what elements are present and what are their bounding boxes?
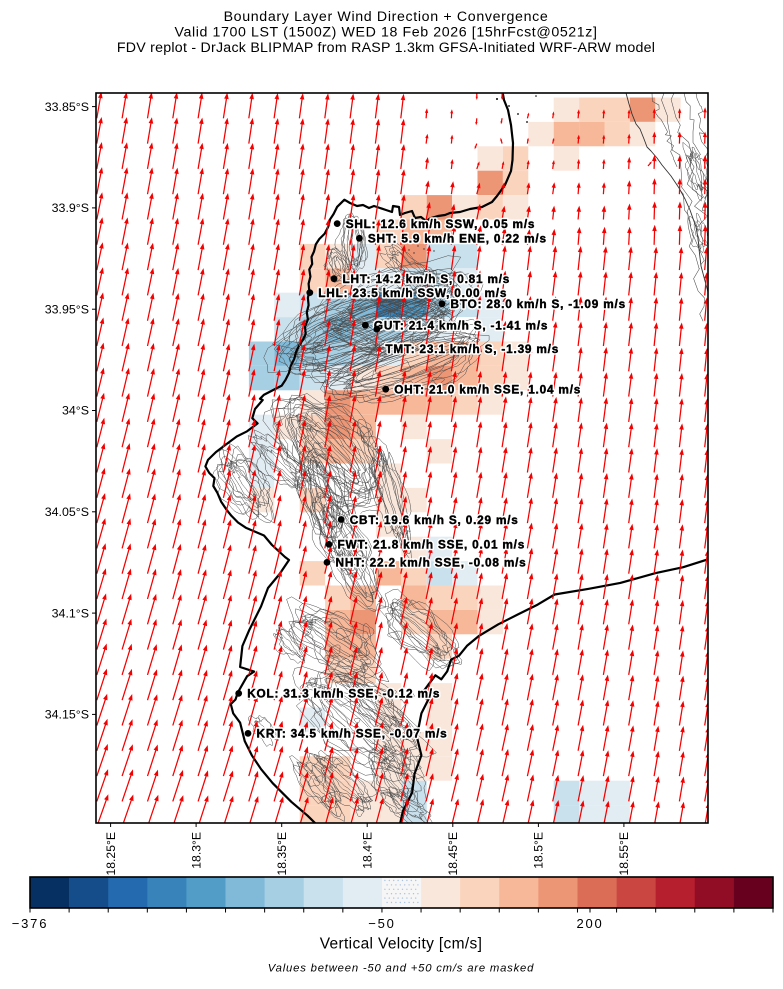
svg-text:18.55°E: 18.55°E (617, 832, 631, 876)
svg-text:KRT: 34.5 km/h SSE, -0.07 m/s: KRT: 34.5 km/h SSE, -0.07 m/s (257, 727, 448, 741)
svg-text:34.15°S: 34.15°S (45, 708, 89, 722)
svg-text:OHT: 21.0 km/h SSE, 1.04 m/s: OHT: 21.0 km/h SSE, 1.04 m/s (394, 383, 581, 397)
svg-text:NHT: 22.2 km/h SSE, -0.08 m/s: NHT: 22.2 km/h SSE, -0.08 m/s (336, 556, 527, 570)
svg-text:CBT: 19.6 km/h S, 0.29 m/s: CBT: 19.6 km/h S, 0.29 m/s (350, 513, 519, 527)
svg-text:NHT: 22.2 km/h SSE, -0.08 m/s: NHT: 22.2 km/h SSE, -0.08 m/s (336, 556, 527, 570)
svg-text:−50: −50 (368, 916, 395, 931)
svg-text:TMT: 23.1 km/h S, -1.39 m/s: TMT: 23.1 km/h S, -1.39 m/s (385, 342, 559, 356)
svg-text:KRT: 34.5 km/h SSE, -0.07 m/s: KRT: 34.5 km/h SSE, -0.07 m/s (257, 727, 448, 741)
svg-text:LHL: 23.5 km/h SSW, 0.00 m/s: LHL: 23.5 km/h SSW, 0.00 m/s (318, 286, 507, 300)
svg-text:200: 200 (576, 916, 603, 931)
svg-text:33.85°S: 33.85°S (45, 100, 89, 114)
svg-text:Values between -50 and +50 cm/: Values between -50 and +50 cm/s are mask… (268, 963, 534, 975)
svg-text:FDV replot - DrJack BLIPMAP fr: FDV replot - DrJack BLIPMAP from RASP 1.… (117, 40, 655, 56)
svg-text:FWT: 21.8 km/h SSE, 0.01 m/s: FWT: 21.8 km/h SSE, 0.01 m/s (338, 538, 526, 552)
svg-text:18.5°E: 18.5°E (532, 832, 546, 869)
svg-text:BTO: 28.0 km/h S, -1.09 m/s: BTO: 28.0 km/h S, -1.09 m/s (451, 297, 626, 311)
svg-text:18.25°E: 18.25°E (104, 832, 118, 876)
svg-text:GUT: 21.4 km/h S, -1.41 m/s: GUT: 21.4 km/h S, -1.41 m/s (374, 319, 548, 333)
svg-text:SHL: 12.6 km/h SSW, 0.05 m/s: SHL: 12.6 km/h SSW, 0.05 m/s (346, 217, 536, 231)
svg-text:LHT: 14.2 km/h S, 0.81 m/s: LHT: 14.2 km/h S, 0.81 m/s (343, 272, 511, 286)
svg-text:LHT: 14.2 km/h S, 0.81 m/s: LHT: 14.2 km/h S, 0.81 m/s (343, 272, 511, 286)
svg-text:34°S: 34°S (62, 404, 89, 418)
svg-text:TMT: 23.1 km/h S, -1.39 m/s: TMT: 23.1 km/h S, -1.39 m/s (385, 342, 559, 356)
svg-text:CBT: 19.6 km/h S, 0.29 m/s: CBT: 19.6 km/h S, 0.29 m/s (350, 513, 519, 527)
svg-text:BTO: 28.0 km/h S, -1.09 m/s: BTO: 28.0 km/h S, -1.09 m/s (451, 297, 626, 311)
svg-text:18.35°E: 18.35°E (275, 832, 289, 876)
svg-text:Valid 1700 LST (1500Z) WED 18: Valid 1700 LST (1500Z) WED 18 Feb 2026 [… (174, 25, 597, 41)
svg-text:SHL: 12.6 km/h SSW, 0.05 m/s: SHL: 12.6 km/h SSW, 0.05 m/s (346, 217, 536, 231)
svg-text:18.4°E: 18.4°E (360, 832, 374, 869)
svg-text:34.05°S: 34.05°S (45, 505, 89, 519)
svg-text:LHL: 23.5 km/h SSW, 0.00 m/s: LHL: 23.5 km/h SSW, 0.00 m/s (318, 286, 507, 300)
svg-text:Boundary Layer Wind Direction: Boundary Layer Wind Direction + Converge… (224, 9, 549, 25)
svg-text:18.45°E: 18.45°E (446, 832, 460, 876)
svg-text:33.9°S: 33.9°S (52, 201, 89, 215)
svg-text:SHT: 5.9 km/h ENE, 0.22 m/s: SHT: 5.9 km/h ENE, 0.22 m/s (368, 232, 547, 246)
svg-text:34.1°S: 34.1°S (52, 606, 89, 620)
svg-text:FWT: 21.8 km/h SSE, 0.01 m/s: FWT: 21.8 km/h SSE, 0.01 m/s (338, 538, 526, 552)
svg-text:GUT: 21.4 km/h S, -1.41 m/s: GUT: 21.4 km/h S, -1.41 m/s (374, 319, 548, 333)
svg-text:Vertical Velocity [cm/s]: Vertical Velocity [cm/s] (320, 936, 483, 953)
svg-text:18.3°E: 18.3°E (189, 832, 203, 869)
svg-text:OHT: 21.0 km/h SSE, 1.04 m/s: OHT: 21.0 km/h SSE, 1.04 m/s (394, 383, 581, 397)
svg-text:−376: −376 (12, 916, 48, 931)
svg-text:33.95°S: 33.95°S (45, 302, 89, 316)
svg-text:KOL: 31.3 km/h SSE, -0.12 m/s: KOL: 31.3 km/h SSE, -0.12 m/s (247, 687, 440, 701)
svg-text:SHT: 5.9 km/h ENE, 0.22 m/s: SHT: 5.9 km/h ENE, 0.22 m/s (368, 232, 547, 246)
svg-text:KOL: 31.3 km/h SSE, -0.12 m/s: KOL: 31.3 km/h SSE, -0.12 m/s (247, 687, 440, 701)
